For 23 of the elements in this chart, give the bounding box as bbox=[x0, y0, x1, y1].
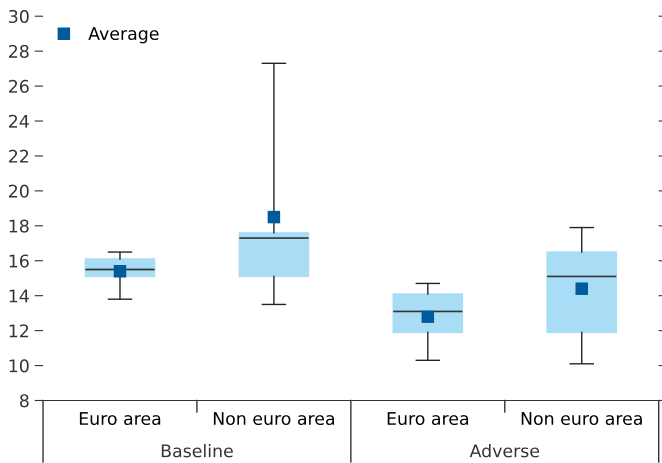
y-tick-label: 14 bbox=[10, 290, 29, 302]
y-tick-label: 18 bbox=[10, 220, 29, 233]
y-tick-label: 12 bbox=[10, 324, 28, 338]
y-tick-label: 26 bbox=[9, 80, 29, 93]
y-tick-label: 24 bbox=[9, 114, 29, 128]
y-tick-label: 28 bbox=[9, 44, 29, 58]
point bbox=[268, 210, 280, 224]
point bbox=[114, 264, 126, 278]
point bbox=[575, 282, 588, 295]
y-tick-label: 8 bbox=[20, 394, 29, 408]
text: Adverse bbox=[470, 444, 540, 458]
y-tick-label: 30 bbox=[9, 10, 29, 24]
legend-label: Average bbox=[88, 27, 159, 44]
y-tick-label: 22 bbox=[9, 150, 28, 163]
x-tick-label: Euro area bbox=[388, 412, 468, 426]
point bbox=[422, 310, 434, 323]
text: Baseline bbox=[162, 444, 233, 458]
x-tick-label: Non euro area bbox=[522, 412, 642, 426]
x-tick-label: Non euro area bbox=[214, 412, 334, 426]
x-tick-label: Euro area bbox=[80, 412, 160, 426]
y-tick-label: 16 bbox=[10, 254, 29, 268]
y-tick-label: 20 bbox=[9, 184, 29, 198]
y-tick-label: 10 bbox=[10, 359, 29, 372]
